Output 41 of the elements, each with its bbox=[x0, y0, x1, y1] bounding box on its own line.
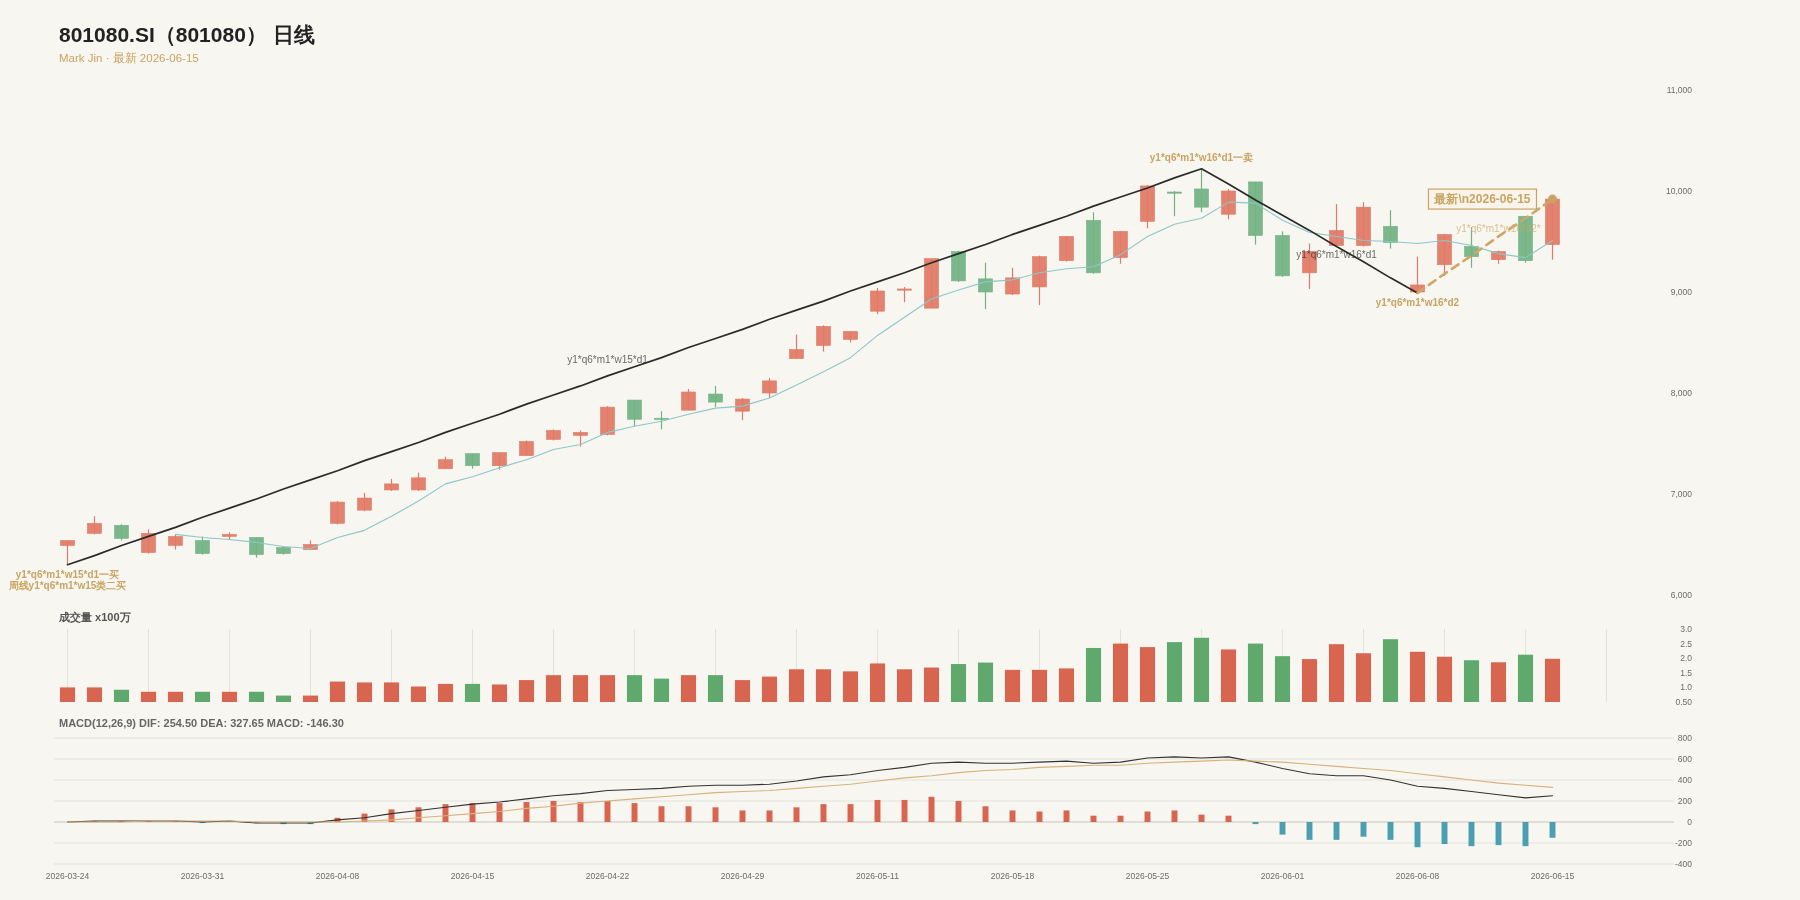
y-tick-label: 3.0 bbox=[1680, 623, 1693, 634]
y-tick-label: 1.5 bbox=[1680, 667, 1693, 678]
annotation: 周线y1*q6*m1*w15类二买 bbox=[7, 579, 127, 591]
y-tick-label: 9,000 bbox=[1670, 286, 1693, 297]
y-tick-label: -200 bbox=[1674, 837, 1693, 848]
y-tick-label: 600 bbox=[1677, 753, 1693, 764]
y-tick-label: 11,000 bbox=[1666, 84, 1693, 95]
x-tick-label: 2026-05-25 bbox=[1125, 871, 1170, 881]
x-tick-label: 2026-06-01 bbox=[1260, 871, 1305, 881]
x-tick-label: 2026-06-15 bbox=[1530, 871, 1575, 881]
annotation: 最新\n2026-06-15 bbox=[1433, 192, 1531, 207]
y-tick-label: 800 bbox=[1677, 732, 1693, 743]
x-tick-label: 2026-03-31 bbox=[180, 871, 225, 881]
x-tick-label: 2026-04-29 bbox=[720, 871, 765, 881]
y-tick-label: 2.0 bbox=[1680, 653, 1693, 664]
x-tick-label: 2026-04-15 bbox=[450, 871, 495, 881]
data-label: y1*q6*m1*w16*d2 bbox=[1375, 297, 1460, 309]
y-tick-label: 2.5 bbox=[1680, 638, 1693, 649]
chart-title: MACD(12,26,9) DIF: 254.50 DEA: 327.65 MACD: -146.30 bbox=[59, 717, 344, 729]
chart-subtitle: Mark Jin · 最新 2026-06-15 bbox=[59, 51, 199, 64]
y-tick-label: 8,000 bbox=[1670, 387, 1693, 398]
chart-title: 801080.SI（801080） 日线 bbox=[59, 23, 315, 46]
x-tick-label: 2026-05-18 bbox=[990, 871, 1035, 881]
y-tick-label: 10,000 bbox=[1666, 185, 1693, 196]
y-tick-label: 1.0 bbox=[1680, 682, 1693, 693]
y-tick-label: 200 bbox=[1677, 795, 1693, 806]
y-tick-label: 0 bbox=[1687, 816, 1693, 827]
x-tick-label: 2026-06-08 bbox=[1395, 871, 1440, 881]
data-label: y1*q6*m1*w15*d1一买 bbox=[15, 568, 120, 580]
data-label: y1*q6*m1*w16*d1一卖 bbox=[1149, 151, 1254, 163]
x-tick-label: 2026-03-24 bbox=[45, 871, 90, 881]
data-label: y1*q6*m1*w15*d1 bbox=[567, 353, 649, 365]
y-tick-label: 7,000 bbox=[1670, 488, 1693, 499]
y-tick-label: 0.50 bbox=[1675, 696, 1693, 707]
y-tick-label: -400 bbox=[1674, 858, 1693, 869]
x-tick-label: 2026-05-11 bbox=[856, 871, 900, 881]
x-tick-label: 2026-04-08 bbox=[315, 871, 360, 881]
y-tick-label: 6,000 bbox=[1670, 589, 1693, 600]
chart-title: 成交量 x100万 bbox=[58, 611, 131, 623]
y-tick-label: 400 bbox=[1677, 774, 1693, 785]
x-tick-label: 2026-04-22 bbox=[585, 871, 630, 881]
